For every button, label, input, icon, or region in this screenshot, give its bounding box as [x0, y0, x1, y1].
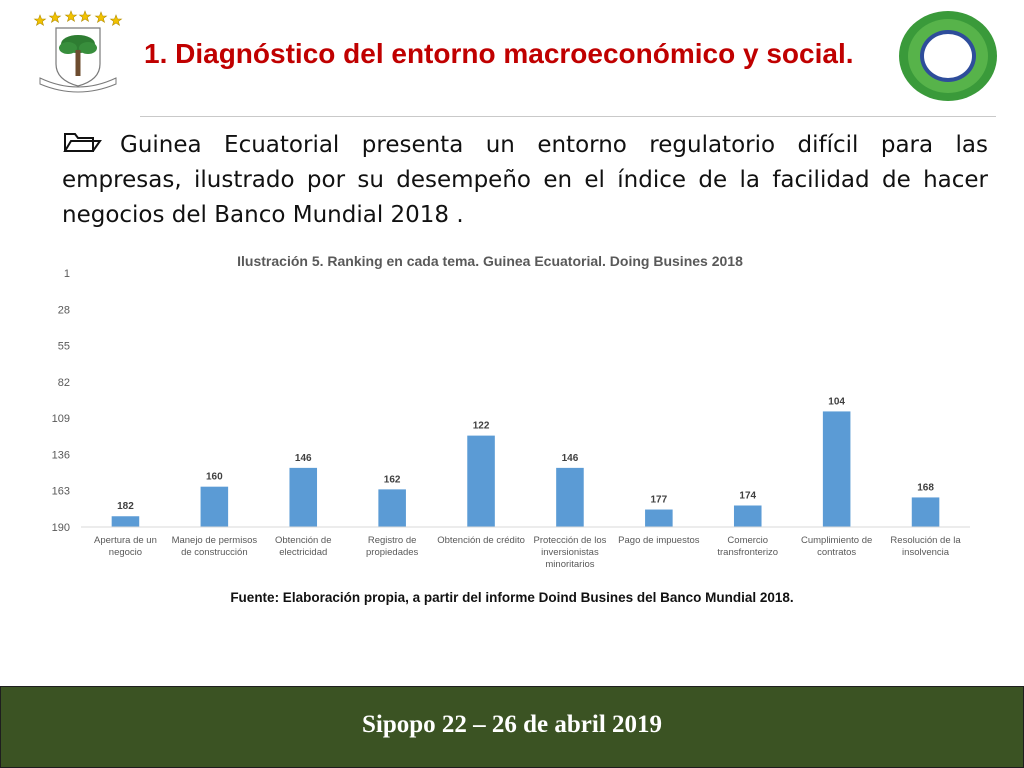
x-category-label: Cumplimiento de	[801, 535, 872, 546]
bar-value-label: 162	[384, 474, 401, 485]
x-category-label: Manejo de permisos	[172, 535, 258, 546]
x-category-label: contratos	[817, 547, 856, 558]
footer-bar: Sipopo 22 – 26 de abril 2019	[0, 686, 1024, 768]
bullet-text: Guinea Ecuatorial presenta un entorno re…	[62, 132, 988, 228]
bar	[556, 467, 584, 527]
x-category-label: Resolución de la	[890, 535, 961, 546]
y-tick-label: 82	[58, 377, 70, 389]
bullet-paragraph: Guinea Ecuatorial presenta un entorno re…	[62, 128, 988, 233]
coat-of-arms-icon	[33, 10, 123, 93]
bar-value-label: 174	[739, 490, 756, 501]
slide-title: 1. Diagnóstico del entorno macroeconómic…	[144, 38, 854, 69]
chart-source-note: Fuente: Elaboración propia, a partir del…	[230, 590, 794, 605]
x-category-label: minoritarios	[545, 559, 594, 570]
bar	[200, 486, 229, 527]
y-tick-label: 109	[52, 413, 70, 425]
green-ring-logo-icon	[899, 11, 997, 101]
x-category-label: negocio	[109, 547, 142, 558]
y-tick-label: 163	[52, 486, 70, 498]
x-category-label: inversionistas	[541, 547, 599, 558]
title-divider	[140, 116, 996, 117]
y-tick-label: 190	[52, 522, 70, 534]
folder-outline-icon	[63, 133, 102, 152]
x-category-label: de construcción	[181, 547, 248, 558]
footer-event-dates: Sipopo 22 – 26 de abril 2019	[361, 711, 663, 738]
x-category-label: Pago de impuestos	[618, 535, 700, 546]
bar	[645, 509, 673, 527]
bar-value-label: 177	[651, 495, 668, 506]
x-category-label: Protección de los	[534, 535, 607, 546]
bar-value-label: 168	[917, 482, 934, 493]
x-category-label: propiedades	[366, 547, 419, 558]
y-tick-label: 136	[52, 449, 70, 461]
x-category-label: Obtención de	[275, 535, 332, 546]
y-tick-label: 1	[64, 268, 70, 280]
bar-value-label: 104	[828, 396, 845, 407]
bar-value-label: 146	[295, 453, 312, 464]
bar-value-label: 122	[473, 421, 490, 432]
bar	[467, 435, 495, 527]
bar-value-label: 182	[117, 501, 134, 512]
x-category-label: Obtención de crédito	[437, 535, 525, 546]
x-category-label: Apertura de un	[94, 535, 157, 546]
x-category-label: transfronterizo	[717, 547, 778, 558]
y-tick-label: 28	[58, 304, 70, 316]
bar-value-label: 146	[562, 453, 579, 464]
bar	[822, 411, 851, 527]
ranking-bar-chart: Ilustración 5. Ranking en cada tema. Gui…	[52, 253, 970, 570]
x-category-label: electricidad	[279, 547, 327, 558]
chart-title: Ilustración 5. Ranking en cada tema. Gui…	[237, 253, 743, 269]
y-tick-label: 55	[58, 341, 70, 353]
x-category-label: Comercio	[727, 535, 768, 546]
bar	[733, 505, 762, 527]
bar	[111, 516, 140, 527]
bar	[911, 497, 940, 527]
bar	[289, 467, 318, 527]
x-category-label: insolvencia	[902, 547, 950, 558]
bar	[378, 489, 406, 527]
bar-value-label: 160	[206, 472, 223, 483]
x-category-label: Registro de	[368, 535, 417, 546]
